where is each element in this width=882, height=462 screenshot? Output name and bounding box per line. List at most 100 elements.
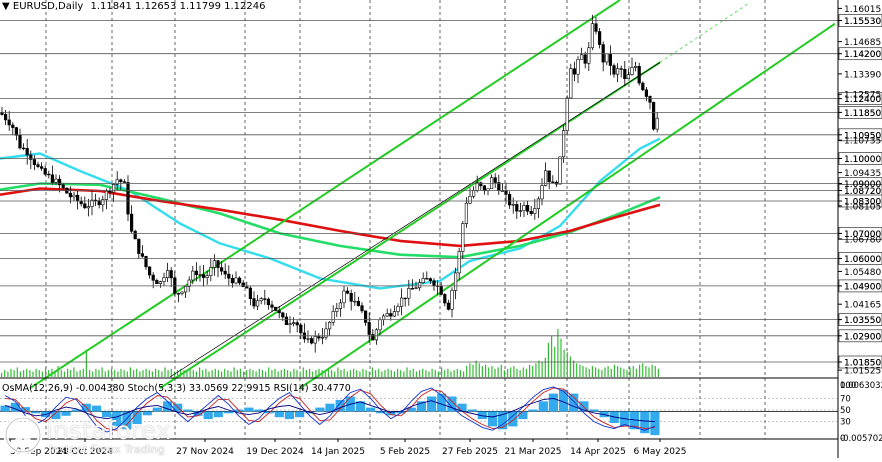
x-tick-label: 14 Apr 2025 xyxy=(570,447,626,457)
candle-body xyxy=(493,177,497,183)
sub-tick-label: 50 xyxy=(840,406,851,416)
candle-body xyxy=(155,279,159,284)
osma-bar xyxy=(437,393,447,412)
symbol-label: EURUSD,Daily xyxy=(12,1,84,12)
osma-bar xyxy=(193,411,203,416)
osma-bar xyxy=(295,411,305,418)
candle-body xyxy=(263,298,267,300)
collapse-arrow-icon[interactable]: ▼ xyxy=(2,1,10,12)
candle-body xyxy=(158,281,163,285)
candle-body xyxy=(619,68,623,70)
candle-body xyxy=(507,194,512,206)
level-label: 1.03550 xyxy=(844,316,881,326)
candle-body xyxy=(83,203,87,209)
candle-body xyxy=(108,190,112,193)
candle-body xyxy=(479,182,483,187)
candle-body xyxy=(255,300,260,307)
candle-body xyxy=(54,178,58,183)
candle-body xyxy=(212,260,217,268)
osma-bar xyxy=(183,409,193,412)
sub-tick-label: 0.0063032 xyxy=(840,381,882,391)
sub-tick-label: 0 xyxy=(840,434,845,444)
candle-body xyxy=(522,205,526,212)
candle-body xyxy=(270,304,274,308)
candle-body xyxy=(36,164,40,167)
candle-body xyxy=(327,321,332,330)
candle-body xyxy=(407,288,411,299)
candle-body xyxy=(461,223,465,252)
candle-body xyxy=(176,293,181,295)
osma-bar xyxy=(386,411,396,416)
candle-body xyxy=(29,154,33,160)
candle-body xyxy=(518,210,522,212)
level-label: 1.14200 xyxy=(844,50,881,60)
sub-tick-label: 70 xyxy=(840,394,851,404)
candle-body xyxy=(453,272,458,291)
level-label: 1.08720 xyxy=(844,187,881,197)
candle-body xyxy=(371,334,375,341)
osma-bar xyxy=(518,411,528,420)
candle-body xyxy=(162,277,166,282)
candle-body xyxy=(641,82,645,91)
x-tick-label: 27 Nov 2024 xyxy=(176,447,234,457)
osma-bar xyxy=(487,411,498,427)
osma-bar xyxy=(0,405,10,412)
osma-bar xyxy=(244,407,254,412)
candle-body xyxy=(353,300,357,303)
candle-body xyxy=(61,184,65,189)
candle-body xyxy=(281,312,285,318)
candle-body xyxy=(32,159,36,165)
osma-bar xyxy=(569,393,579,412)
level-label: 1.07000 xyxy=(844,230,881,240)
candle-body xyxy=(338,302,343,309)
candle-body xyxy=(414,287,418,289)
osma-bar xyxy=(477,411,487,420)
candle-body xyxy=(410,288,415,290)
osma-bar xyxy=(528,409,538,412)
candle-body xyxy=(576,58,580,75)
candle-body xyxy=(648,96,652,103)
candle-body xyxy=(392,311,397,317)
osma-bar xyxy=(498,411,508,430)
osma-bar xyxy=(548,393,558,412)
candle-body xyxy=(72,194,76,198)
rsi-line xyxy=(4,397,655,423)
candle-body xyxy=(187,279,191,287)
osma-bar xyxy=(112,411,122,427)
osma-bar xyxy=(559,389,569,412)
ma-red-line xyxy=(0,187,661,248)
candle-body xyxy=(482,185,487,192)
osma-bar xyxy=(213,411,223,418)
candle-body xyxy=(50,174,54,183)
candle-body xyxy=(342,290,346,304)
candle-body xyxy=(345,290,350,294)
price-tick-label: 1.13390 xyxy=(844,70,881,80)
candle-body xyxy=(144,255,148,268)
ohlc-values: 1.11841 1.12653 1.11799 1.12246 xyxy=(90,1,266,12)
candle-body xyxy=(439,285,443,295)
candle-body xyxy=(11,124,15,128)
candle-body xyxy=(259,298,263,302)
candle-body xyxy=(597,31,602,45)
candle-body xyxy=(137,238,141,254)
price-tick-label: 1.04165 xyxy=(844,301,881,311)
candle-body xyxy=(86,206,90,209)
candle-body xyxy=(101,199,105,206)
candle-body xyxy=(396,306,400,312)
x-tick-label: 14 Jan 2025 xyxy=(311,447,365,457)
candle-body xyxy=(630,67,634,75)
osma-bar xyxy=(366,407,376,412)
trend-line xyxy=(169,62,661,378)
candle-body xyxy=(202,274,206,278)
candle-body xyxy=(360,305,364,312)
candle-body xyxy=(216,260,220,268)
candle-body xyxy=(248,287,253,300)
candle-body xyxy=(608,53,612,66)
candle-body xyxy=(39,166,44,169)
price-tick-label: 1.01525 xyxy=(844,367,881,377)
candle-body xyxy=(238,277,242,284)
candle-body xyxy=(295,322,299,326)
channel-line xyxy=(29,0,621,390)
candle-body xyxy=(533,208,537,214)
